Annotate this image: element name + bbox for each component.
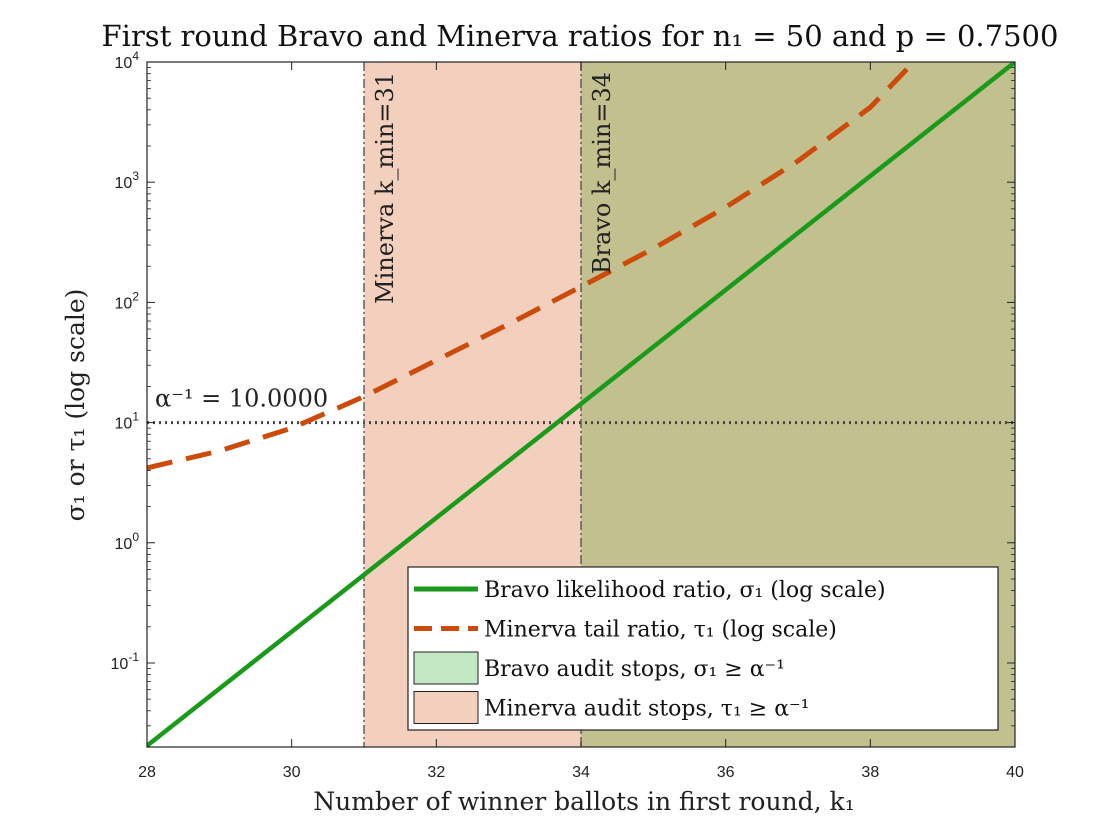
chart-title: First round Bravo and Minerva ratios for… [102, 19, 1059, 53]
x-tick-label: 28 [138, 764, 156, 781]
kmin-label-0: Minerva k_min=31 [371, 72, 399, 304]
y-axis-label: σ₁ or τ₁ (log scale) [61, 289, 90, 522]
x-axis-label: Number of winner ballots in first round,… [313, 787, 854, 816]
y-tick-label: 101 [115, 410, 140, 433]
legend-patch-2 [413, 651, 479, 685]
y-tick-label: 102 [115, 289, 140, 312]
x-tick-label: 40 [1006, 764, 1024, 781]
x-tick-label: 38 [861, 764, 879, 781]
y-tick-label: 100 [115, 530, 140, 553]
y-tick-label: 104 [115, 49, 140, 72]
annotations-group: α⁻¹ = 10.0000 Minerva k_min=31 Bravo k_min… [155, 72, 616, 413]
series-1-line [147, 62, 916, 471]
series-group [147, 62, 1015, 747]
legend-box [407, 566, 999, 731]
legend-label-1: Minerva tail ratio, τ₁ (log scale) [484, 618, 837, 643]
legend-label-0: Bravo likelihood ratio, σ₁ (log scale) [484, 578, 886, 603]
legend-label-3: Minerva audit stops, τ₁ ≥ α⁻¹ [484, 697, 809, 722]
x-tick-label: 34 [572, 764, 590, 781]
legend-label-2: Bravo audit stops, σ₁ ≥ α⁻¹ [484, 657, 785, 682]
y-tick-label: 10-1 [111, 650, 140, 673]
x-tick-label: 32 [427, 764, 445, 781]
x-tick-label: 36 [717, 764, 735, 781]
threshold-label: α⁻¹ = 10.0000 [155, 385, 328, 413]
y-tick-label: 103 [115, 169, 140, 192]
legend: Bravo likelihood ratio, σ₁ (log scale) Mi… [407, 566, 999, 731]
kmin-label-1: Bravo k_min=34 [588, 72, 616, 274]
series-0-line [147, 62, 1015, 747]
legend-patch-3 [413, 691, 479, 724]
axes-group: 28 30 32 34 36 38 40 10-1 100 101 102 103 104 [111, 49, 1024, 781]
x-tick-label: 30 [283, 764, 301, 781]
